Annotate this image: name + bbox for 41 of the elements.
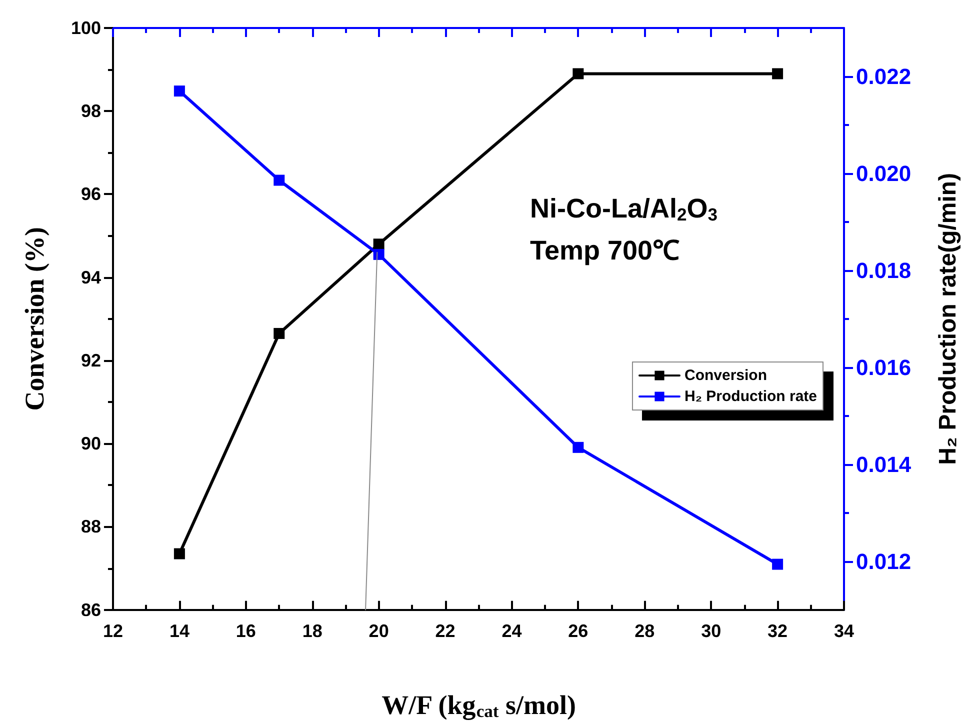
x-tick-label: 26 [568,620,588,641]
legend-label: H₂ Production rate [684,388,818,405]
point [174,86,185,97]
point [772,558,784,570]
x-tick-label: 14 [169,620,190,641]
x-tick-label: 32 [768,620,788,641]
y2-tick-label: 0.012 [856,548,912,574]
y-tick-label: 94 [80,267,101,288]
point [772,68,784,80]
y2-axis-title: H₂ Production rate(g/min) [934,172,962,465]
y-tick-label: 90 [80,434,101,454]
y-tick-label: 88 [80,516,101,537]
point [572,442,584,453]
point [373,248,384,260]
x-tick-label: 18 [302,620,322,641]
y-axis-title: Conversion (%) [20,227,50,411]
y2-tick-label: 0.018 [856,258,912,283]
x-tick-label: 30 [701,620,722,641]
y-tick-label: 92 [80,350,101,370]
x-tick-label: 34 [834,620,854,641]
y-tick-label: 86 [80,600,101,620]
x-tick-label: 28 [634,620,655,641]
point [174,548,185,560]
y2-tick-label: 0.014 [856,452,912,477]
x-tick-label: 22 [435,620,456,641]
x-tick-label: 20 [368,620,389,641]
y2-tick-label: 0.016 [856,354,912,380]
y2-tick-label: 0.020 [856,160,912,186]
point [274,174,285,186]
point [373,238,384,250]
x-tick-label: 12 [102,620,124,641]
annotation: Temp 700℃ [530,236,680,266]
y-tick-label: 100 [70,18,101,38]
x-tick-label: 24 [502,620,522,641]
y-tick-label: 96 [80,184,101,204]
x-tick-label: 16 [236,620,256,641]
y-tick-label: 98 [80,101,101,122]
point [572,68,584,80]
point [274,328,285,339]
legend-label: Conversion [684,367,768,384]
y2-tick-label: 0.022 [856,64,912,89]
